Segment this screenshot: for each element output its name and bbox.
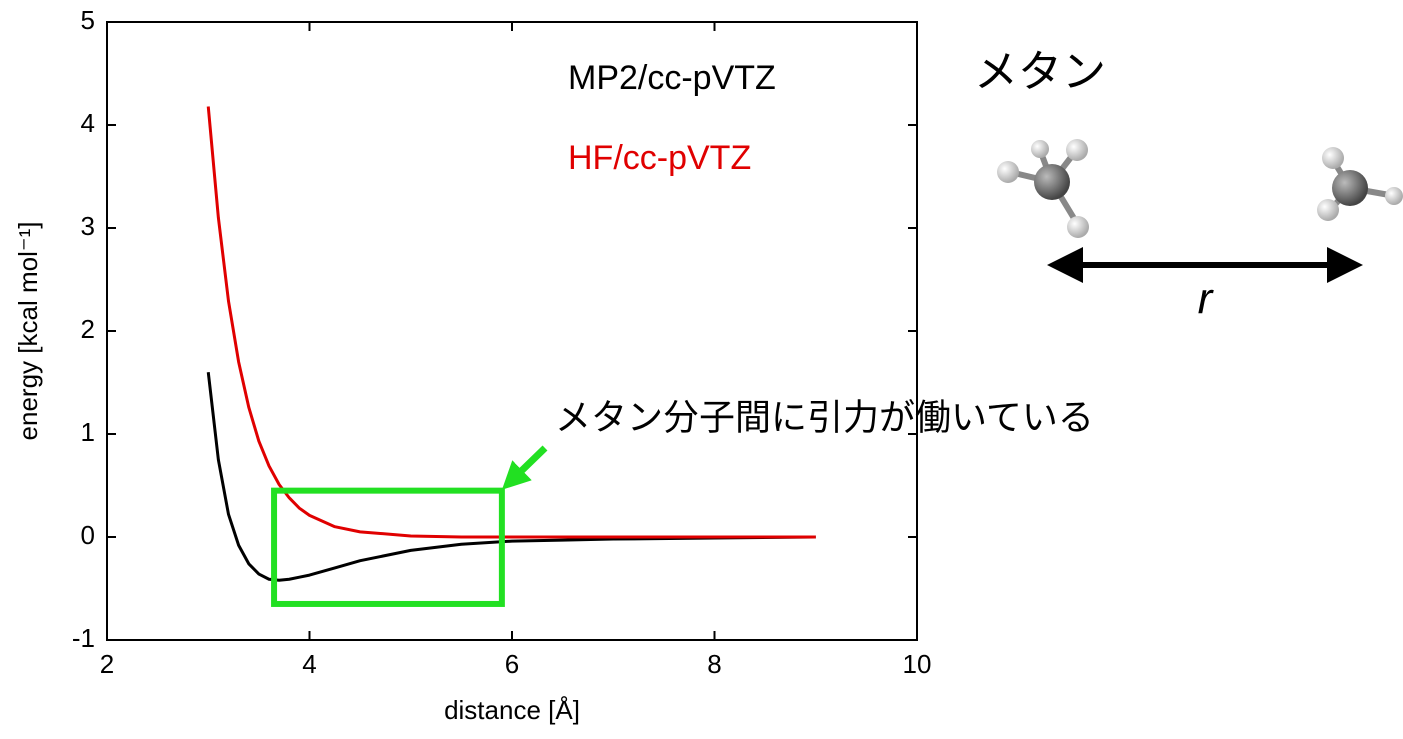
x-tick-label: 8 — [707, 649, 721, 679]
molecule-left — [997, 139, 1089, 238]
molecule-right — [1317, 147, 1403, 221]
molecule-title: メタン — [974, 48, 1106, 97]
y-tick-label: -1 — [72, 623, 95, 653]
y-axis-label: energy [kcal mol⁻¹] — [13, 222, 43, 441]
x-tick-label: 6 — [505, 649, 519, 679]
y-tick-label: 4 — [81, 108, 95, 138]
y-tick-label: 5 — [81, 5, 95, 35]
y-tick-label: 2 — [81, 314, 95, 344]
y-tick-label: 0 — [81, 520, 95, 550]
y-tick-label: 3 — [81, 211, 95, 241]
x-tick-label: 10 — [903, 649, 932, 679]
chart: メタン r メタン分子間に引力が働いている 2 4 6 8 10 -1 0 1 2 3 4 5 dist… — [0, 0, 1403, 739]
y-tick-label: 1 — [81, 417, 95, 447]
x-axis-label: distance [Å] — [444, 695, 580, 725]
annotation: メタン分子間に引力が働いている — [555, 397, 1094, 438]
highlight-box — [274, 491, 502, 604]
legend-label: HF/cc-pVTZ — [568, 139, 751, 177]
x-tick-label: 4 — [302, 649, 316, 679]
legend-label: MP2/cc-pVTZ — [568, 59, 776, 97]
plot-frame — [107, 22, 917, 640]
distance-label: r — [1198, 275, 1215, 324]
annotation-arrow — [512, 448, 545, 480]
x-tick-label: 2 — [100, 649, 114, 679]
